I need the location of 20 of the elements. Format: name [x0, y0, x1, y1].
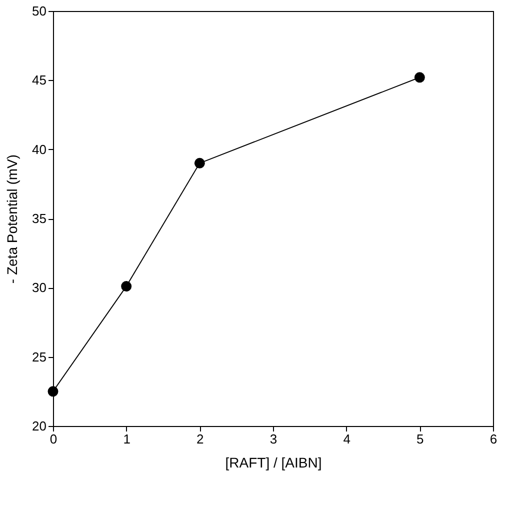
y-tick-label: 45: [32, 72, 46, 88]
y-tick-label: 40: [32, 142, 46, 157]
x-tick-label: 0: [50, 432, 58, 446]
x-tick-label: 4: [343, 432, 350, 446]
point: [48, 386, 58, 397]
point: [414, 72, 425, 83]
x-tick-label: 2: [196, 432, 204, 446]
x-axis-title: [RAFT] / [AIBN]: [225, 454, 322, 470]
y-tick-label: 35: [32, 211, 46, 226]
y-tick-label: 25: [32, 349, 46, 364]
point: [121, 281, 132, 292]
y-tick-label: 20: [32, 418, 46, 434]
x-tick-label: 6: [490, 432, 498, 446]
x-tick-label: 3: [270, 432, 278, 446]
y-axis-title: - Zeta Potential (mV): [4, 154, 20, 284]
point: [194, 158, 205, 168]
y-tick-label: 30: [32, 280, 46, 296]
y-tick-label: 50: [32, 4, 46, 18]
x-tick-label: 5: [416, 432, 424, 446]
x-tick-label: 1: [123, 432, 130, 446]
